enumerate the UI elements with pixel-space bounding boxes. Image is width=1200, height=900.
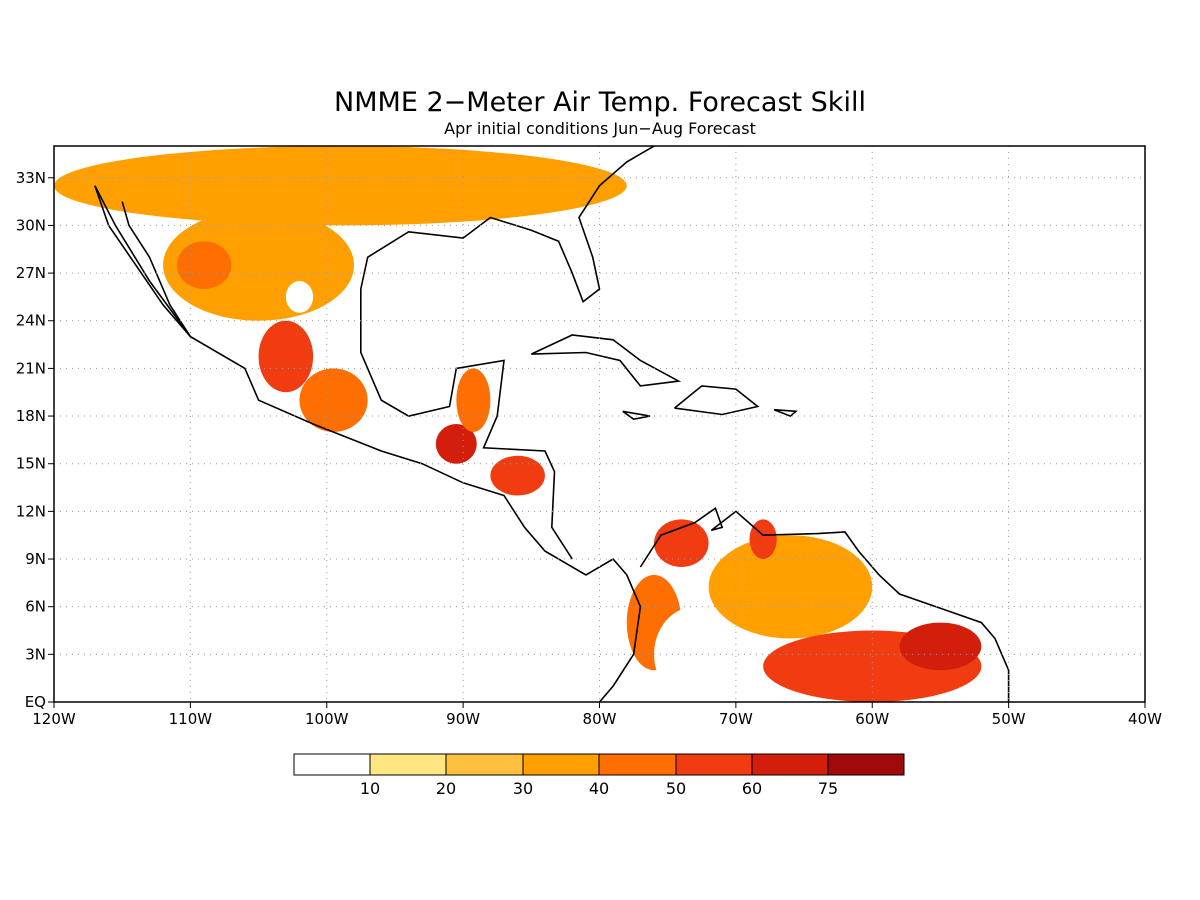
- legend-label: 60: [742, 779, 762, 798]
- y-tick-label: 21N: [16, 359, 46, 377]
- legend-label: 40: [589, 779, 609, 798]
- skill-region: [176, 241, 232, 289]
- coastline: [773, 408, 798, 418]
- x-tick-label: 110W: [169, 710, 213, 728]
- skill-region: [708, 535, 873, 639]
- skill-shading-layer: [54, 146, 982, 702]
- coastline: [94, 185, 642, 702]
- skill-region: [54, 146, 627, 226]
- y-tick-label: 3N: [25, 645, 46, 663]
- y-tick-label: EQ: [25, 693, 46, 711]
- skill-region: [490, 455, 545, 496]
- skill-region: [654, 519, 709, 567]
- x-tick-label: 60W: [855, 710, 889, 728]
- coastline: [622, 410, 651, 421]
- skill-region: [654, 606, 736, 702]
- x-tick-label: 70W: [719, 710, 753, 728]
- legend-swatch: [598, 753, 677, 776]
- y-axis-ticks: EQ 3N 6N 9N 12N 15N 18N 21N 24N 27N 30N 33N: [16, 169, 54, 711]
- skill-region: [435, 424, 477, 464]
- legend-label: 10: [360, 779, 380, 798]
- y-tick-label: 6N: [25, 598, 46, 616]
- legend-swatch: [675, 753, 753, 776]
- legend-label: 30: [513, 779, 533, 798]
- y-tick-label: 12N: [16, 502, 46, 520]
- legend-label: 75: [818, 779, 838, 798]
- skill-region: [299, 368, 368, 432]
- legend-swatch: [827, 753, 905, 776]
- legend-swatch: [522, 753, 600, 776]
- map-title: NMME 2−Meter Air Temp. Forecast Skill: [334, 87, 866, 118]
- y-tick-label: 33N: [16, 169, 46, 187]
- plot-area: [53, 145, 1146, 703]
- coastline: [639, 506, 1010, 702]
- x-axis-ticks: 120W 110W 100W 90W 80W 70W 60W 50W 40W: [32, 702, 1162, 728]
- x-tick-label: 80W: [583, 710, 617, 728]
- coastline: [530, 334, 682, 387]
- y-tick-label: 30N: [16, 216, 46, 234]
- legend-label: 20: [436, 779, 456, 798]
- skill-region: [456, 368, 491, 432]
- skill-region: [749, 519, 777, 560]
- y-tick-label: 18N: [16, 407, 46, 425]
- coastline-layer: [94, 146, 1010, 702]
- coastline: [94, 185, 192, 338]
- y-tick-label: 27N: [16, 264, 46, 282]
- skill-region: [899, 622, 982, 671]
- legend-swatch: [445, 753, 524, 776]
- x-tick-label: 100W: [305, 710, 349, 728]
- x-tick-label: 120W: [32, 710, 76, 728]
- legend-swatch: [751, 753, 829, 776]
- y-tick-label: 24N: [16, 312, 46, 330]
- coastline: [360, 146, 655, 303]
- coastline: [360, 289, 573, 560]
- x-tick-label: 40W: [1128, 710, 1162, 728]
- skill-region: [258, 320, 314, 393]
- y-tick-label: 15N: [16, 455, 46, 473]
- y-tick-label: 9N: [25, 550, 46, 568]
- legend-swatch: [293, 753, 371, 776]
- map-subtitle: Apr initial conditions Jun−Aug Forecast: [444, 119, 756, 138]
- x-tick-label: 90W: [446, 710, 480, 728]
- skill-region: [285, 281, 314, 313]
- coastline: [673, 385, 760, 416]
- x-tick-label: 50W: [992, 710, 1026, 728]
- color-legend: 10 20 30 40 50 60 75: [293, 753, 905, 798]
- legend-swatch: [369, 753, 447, 776]
- legend-label: 50: [666, 779, 686, 798]
